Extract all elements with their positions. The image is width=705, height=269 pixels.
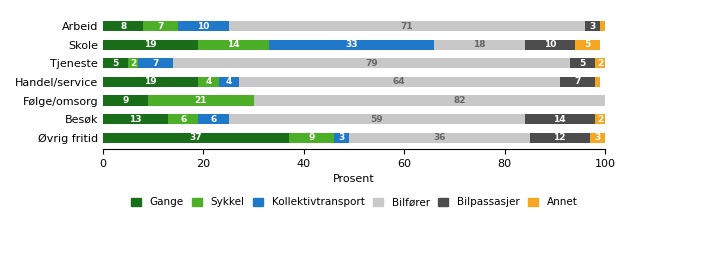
Text: 19: 19 xyxy=(145,77,157,86)
Legend: Gange, Sykkel, Kollektivtransport, Bilfører, Bilpassasjer, Annet: Gange, Sykkel, Kollektivtransport, Bilfø… xyxy=(128,194,581,211)
Text: 3: 3 xyxy=(338,133,345,142)
Bar xyxy=(665,95,695,106)
Text: 13: 13 xyxy=(130,115,142,123)
Bar xyxy=(103,114,168,124)
Bar xyxy=(178,21,228,31)
Text: 4: 4 xyxy=(205,77,211,86)
Bar xyxy=(128,58,138,69)
Bar xyxy=(590,133,605,143)
Bar xyxy=(148,95,254,106)
Bar xyxy=(138,58,173,69)
Bar xyxy=(525,40,575,50)
Text: 21: 21 xyxy=(195,96,207,105)
Text: 71: 71 xyxy=(400,22,413,31)
Text: 33: 33 xyxy=(345,40,357,49)
Bar xyxy=(198,114,228,124)
Text: 8: 8 xyxy=(120,22,126,31)
Text: 3: 3 xyxy=(589,22,596,31)
Text: 7: 7 xyxy=(152,59,159,68)
Bar xyxy=(585,21,600,31)
Text: 82: 82 xyxy=(453,96,465,105)
Bar xyxy=(228,21,585,31)
Text: 4: 4 xyxy=(226,77,232,86)
Bar xyxy=(173,58,570,69)
Text: 7: 7 xyxy=(574,77,580,86)
Bar xyxy=(570,58,595,69)
Bar xyxy=(529,133,590,143)
Text: 5: 5 xyxy=(580,59,585,68)
Bar xyxy=(575,40,600,50)
Text: 2: 2 xyxy=(596,59,603,68)
Bar xyxy=(219,77,238,87)
Text: 7: 7 xyxy=(158,22,164,31)
Text: 9: 9 xyxy=(308,133,314,142)
X-axis label: Prosent: Prosent xyxy=(333,174,375,184)
Bar xyxy=(349,133,529,143)
Text: 59: 59 xyxy=(370,115,383,123)
Bar xyxy=(600,21,605,31)
Bar xyxy=(103,133,289,143)
Bar xyxy=(595,114,605,124)
Bar xyxy=(228,114,525,124)
Text: 79: 79 xyxy=(365,59,378,68)
Bar xyxy=(198,40,269,50)
Text: 37: 37 xyxy=(190,133,202,142)
Bar xyxy=(254,95,665,106)
Text: 6: 6 xyxy=(210,115,216,123)
Bar xyxy=(238,77,560,87)
Bar xyxy=(595,58,605,69)
Bar xyxy=(560,77,595,87)
Bar xyxy=(103,40,198,50)
Bar xyxy=(103,77,198,87)
Bar xyxy=(168,114,198,124)
Bar xyxy=(434,40,525,50)
Text: 6: 6 xyxy=(180,115,187,123)
Bar xyxy=(103,95,148,106)
Text: 18: 18 xyxy=(473,40,486,49)
Text: 12: 12 xyxy=(553,133,566,142)
Text: 10: 10 xyxy=(197,22,209,31)
Bar xyxy=(198,77,219,87)
Bar xyxy=(595,77,600,87)
Bar xyxy=(269,40,434,50)
Text: 64: 64 xyxy=(393,77,405,86)
Text: 5: 5 xyxy=(584,40,591,49)
Bar xyxy=(334,133,349,143)
Text: 6: 6 xyxy=(677,96,683,105)
Bar xyxy=(289,133,334,143)
Bar xyxy=(143,21,178,31)
Text: 2: 2 xyxy=(596,115,603,123)
Text: 5: 5 xyxy=(113,59,118,68)
Bar xyxy=(525,114,595,124)
Text: 9: 9 xyxy=(123,96,129,105)
Text: 3: 3 xyxy=(594,133,601,142)
Bar xyxy=(103,21,143,31)
Text: 10: 10 xyxy=(544,40,556,49)
Text: 14: 14 xyxy=(227,40,240,49)
Text: 19: 19 xyxy=(145,40,157,49)
Bar xyxy=(103,58,128,69)
Text: 2: 2 xyxy=(130,59,136,68)
Text: 14: 14 xyxy=(553,115,566,123)
Text: 36: 36 xyxy=(433,133,446,142)
